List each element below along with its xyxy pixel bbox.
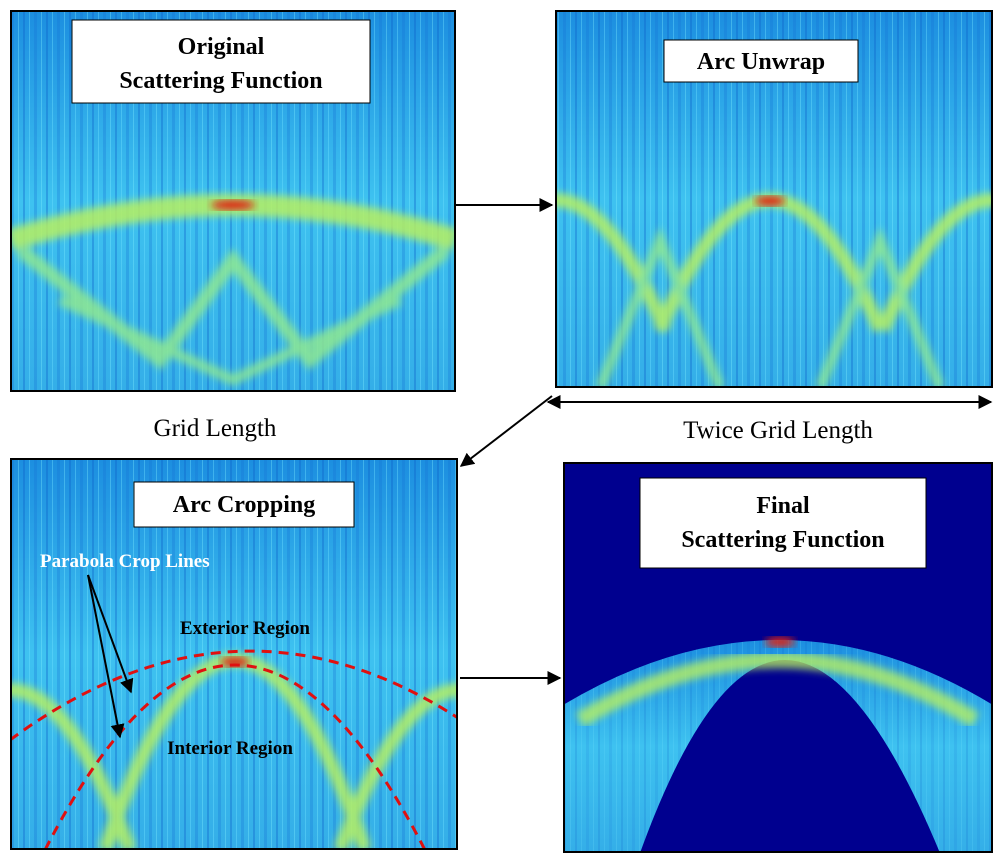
title-box (71, 19, 371, 104)
title-box (639, 477, 927, 569)
annotation: Interior Region (167, 738, 293, 759)
panel-title: Final (756, 493, 810, 519)
title-box (133, 481, 355, 528)
panel-title: Original (178, 34, 265, 60)
pointer (87, 574, 125, 739)
annotation: Parabola Crop Lines (40, 551, 210, 572)
caption: Grid Length (154, 415, 277, 442)
panel-title: Scattering Function (681, 527, 884, 553)
title-box (663, 39, 859, 83)
caption: Twice Grid Length (683, 417, 873, 444)
panel-cropping (10, 458, 458, 850)
panel-title: Arc Unwrap (697, 49, 825, 75)
arrow (459, 395, 553, 467)
pointer (87, 574, 134, 694)
panel-title: Arc Cropping (173, 492, 315, 518)
panel-title: Scattering Function (119, 68, 322, 94)
annotation: Exterior Region (180, 618, 310, 639)
